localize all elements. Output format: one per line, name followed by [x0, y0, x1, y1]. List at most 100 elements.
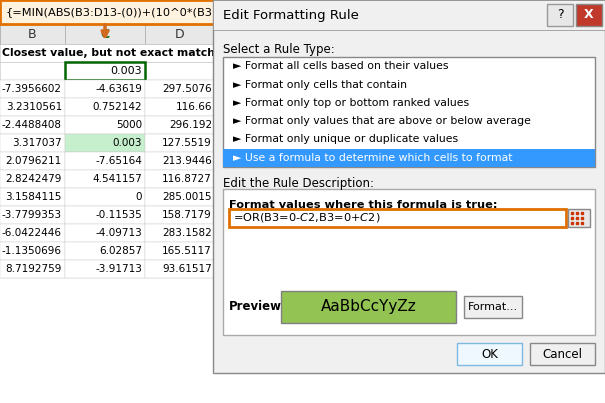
Bar — [0, 170, 215, 188]
Text: 3.317037: 3.317037 — [12, 138, 62, 148]
Bar — [0, 242, 215, 260]
Bar — [145, 188, 215, 206]
Text: -7.3956602: -7.3956602 — [2, 84, 62, 94]
Text: OK: OK — [481, 347, 498, 361]
Text: ► Format only unique or duplicate values: ► Format only unique or duplicate values — [233, 135, 458, 145]
Bar — [213, 0, 605, 30]
Text: 0: 0 — [136, 192, 142, 202]
Bar — [0, 260, 215, 278]
Bar — [0, 116, 65, 134]
Bar — [145, 116, 215, 134]
Bar — [145, 24, 215, 44]
Text: -0.11535: -0.11535 — [95, 210, 142, 220]
Text: 93.61517: 93.61517 — [162, 264, 212, 274]
Text: B: B — [28, 27, 37, 40]
Text: 0.003: 0.003 — [110, 66, 142, 76]
Bar — [0, 152, 215, 170]
Bar — [0, 188, 65, 206]
Text: C: C — [100, 27, 110, 40]
Text: 297.5076: 297.5076 — [162, 84, 212, 94]
Bar — [145, 206, 215, 224]
Text: 116.8727: 116.8727 — [162, 174, 212, 184]
Text: 3.2310561: 3.2310561 — [6, 102, 62, 112]
Text: -6.0422446: -6.0422446 — [2, 228, 62, 238]
Bar — [213, 0, 605, 373]
Bar — [65, 260, 145, 278]
Bar — [0, 80, 215, 98]
Bar — [0, 98, 215, 116]
Text: 296.192: 296.192 — [169, 120, 212, 130]
Bar — [65, 242, 145, 260]
Text: -1.1350696: -1.1350696 — [2, 246, 62, 256]
Text: 0.752142: 0.752142 — [93, 102, 142, 112]
Text: -2.4488408: -2.4488408 — [2, 120, 62, 130]
Text: -3.91713: -3.91713 — [95, 264, 142, 274]
Bar — [0, 44, 215, 62]
Bar — [65, 206, 145, 224]
Text: 285.0015: 285.0015 — [163, 192, 212, 202]
Bar — [145, 242, 215, 260]
Bar — [145, 98, 215, 116]
Bar — [457, 343, 522, 365]
Bar — [0, 134, 65, 152]
Text: ► Format only cells that contain: ► Format only cells that contain — [233, 79, 407, 89]
Bar — [145, 80, 215, 98]
Bar — [0, 62, 215, 80]
Bar — [576, 4, 602, 26]
Text: ► Format only values that are above or below average: ► Format only values that are above or b… — [233, 116, 531, 126]
Text: Closest value, but not exact match: Closest value, but not exact match — [2, 48, 215, 58]
Text: -7.65164: -7.65164 — [95, 156, 142, 166]
Bar — [464, 296, 522, 318]
Bar — [0, 188, 215, 206]
Bar — [65, 116, 145, 134]
Bar — [65, 98, 145, 116]
Bar — [223, 57, 595, 167]
Bar — [65, 134, 145, 152]
Text: {=MIN(ABS(B3:D13-(0))+(10^0*(B3:D13=0)))}: {=MIN(ABS(B3:D13-(0))+(10^0*(B3:D13=0)))… — [6, 7, 277, 17]
Text: Edit Formatting Rule: Edit Formatting Rule — [223, 8, 359, 21]
Bar — [0, 170, 65, 188]
Bar — [223, 149, 595, 167]
Bar — [0, 224, 215, 242]
Text: ► Use a formula to determine which cells to format: ► Use a formula to determine which cells… — [233, 153, 512, 163]
Text: X: X — [584, 8, 594, 21]
Text: -4.63619: -4.63619 — [95, 84, 142, 94]
Bar — [145, 170, 215, 188]
Text: AaBbCcYyZz: AaBbCcYyZz — [321, 299, 416, 314]
Bar — [229, 209, 566, 227]
Bar — [0, 206, 65, 224]
Bar — [65, 152, 145, 170]
Text: ?: ? — [557, 8, 563, 21]
Bar — [0, 260, 65, 278]
Bar — [145, 134, 215, 152]
Bar — [65, 170, 145, 188]
Bar — [65, 188, 145, 206]
Bar — [530, 343, 595, 365]
Bar — [0, 24, 215, 44]
Text: 165.5117: 165.5117 — [162, 246, 212, 256]
Bar — [145, 260, 215, 278]
Text: Select a Rule Type:: Select a Rule Type: — [223, 42, 335, 56]
Bar — [0, 134, 215, 152]
Text: 2.0796211: 2.0796211 — [6, 156, 62, 166]
Text: 0.003: 0.003 — [113, 138, 142, 148]
Text: 5000: 5000 — [116, 120, 142, 130]
Text: Format...: Format... — [468, 302, 518, 312]
Bar — [145, 152, 215, 170]
Text: ► Format only top or bottom ranked values: ► Format only top or bottom ranked value… — [233, 98, 469, 108]
Text: Format values where this formula is true:: Format values where this formula is true… — [229, 200, 497, 210]
Text: 8.7192759: 8.7192759 — [5, 264, 62, 274]
Bar — [547, 4, 573, 26]
Bar — [0, 242, 65, 260]
Bar — [0, 0, 605, 24]
Text: Edit the Rule Description:: Edit the Rule Description: — [223, 177, 374, 189]
Text: =OR(B3=0-$C$2,B3=0+$C$2): =OR(B3=0-$C$2,B3=0+$C$2) — [233, 212, 381, 224]
Text: Cancel: Cancel — [543, 347, 583, 361]
Bar — [568, 209, 590, 227]
Bar — [0, 24, 65, 44]
Text: 6.02857: 6.02857 — [99, 246, 142, 256]
Bar — [0, 206, 215, 224]
Bar — [65, 24, 145, 44]
Text: D: D — [175, 27, 185, 40]
Bar — [145, 224, 215, 242]
